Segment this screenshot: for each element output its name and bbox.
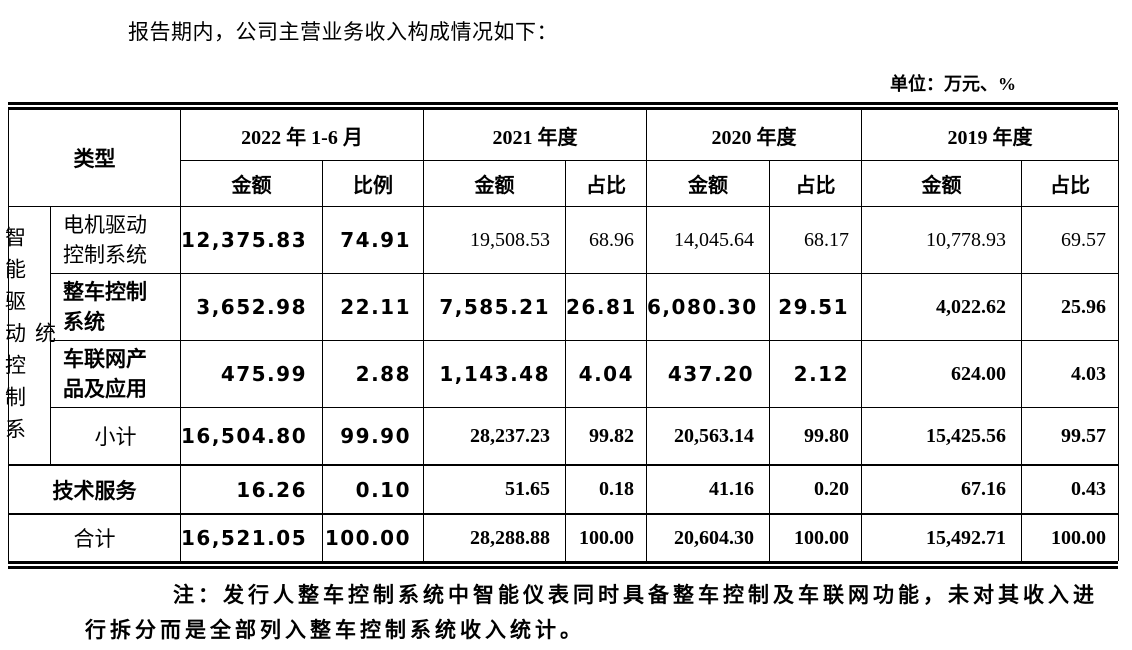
cell-2020-amount: 6,080.30 xyxy=(646,273,771,341)
cell-2020-amount: 20,604.30 xyxy=(646,513,771,561)
header-type: 类型 xyxy=(8,110,181,207)
cell-2020-ratio: 68.17 xyxy=(769,206,863,274)
cell-2019-ratio: 4.03 xyxy=(1021,340,1120,408)
table-row-tech-service: 技术服务 16.26 0.10 51.65 0.18 41.16 0.20 67… xyxy=(8,464,1120,515)
cell-2021-amount: 19,508.53 xyxy=(423,206,567,274)
cell-2021-amount: 7,585.21 xyxy=(423,273,567,341)
header-amount-2021: 金额 xyxy=(423,160,567,207)
cell-2020-ratio: 29.51 xyxy=(769,273,863,341)
cell-2021-ratio: 4.04 xyxy=(565,340,648,408)
row-label-tech-service: 技术服务 xyxy=(8,464,181,515)
table-row-total: 合计 16,521.05 100.00 28,288.88 100.00 20,… xyxy=(8,513,1120,561)
cell-2020-ratio: 2.12 xyxy=(769,340,863,408)
table-row-iov-products: 车联网产品及应用 475.99 2.88 1,143.48 4.04 437.2… xyxy=(9,340,1120,408)
cell-2021-ratio: 99.82 xyxy=(565,407,648,466)
vertical-group-label: 智能驱动控制系统 xyxy=(3,206,57,466)
table-row-subtotal: 小计 16,504.80 99.90 28,237.23 99.82 20,56… xyxy=(9,407,1120,466)
header-period-2019: 2019 年度 xyxy=(861,110,1120,161)
header-ratio-2020: 占比 xyxy=(769,160,863,207)
header-measure-row: 金额 比例 金额 占比 金额 占比 金额 占比 xyxy=(9,160,1120,207)
cell-2022-amount: 12,375.83 xyxy=(180,206,323,274)
revenue-table-container: 类型 2022 年 1-6 月 2021 年度 2020 年度 2019 年度 … xyxy=(3,102,1120,569)
header-amount-2022: 金额 xyxy=(180,160,323,207)
cell-2019-ratio: 25.96 xyxy=(1021,273,1120,341)
cell-2019-amount: 15,425.56 xyxy=(861,407,1023,466)
unit-label: 单位：万元、% xyxy=(890,74,1016,94)
note-paragraph: 注：发行人整车控制系统中智能仪表同时具备整车控制及车联网功能，未对其收入进行拆分… xyxy=(85,583,1098,642)
cell-2020-ratio: 0.20 xyxy=(769,464,863,515)
cell-2022-amount: 475.99 xyxy=(180,340,323,408)
cell-2022-amount: 16,521.05 xyxy=(180,513,323,561)
header-period-row: 类型 2022 年 1-6 月 2021 年度 2020 年度 2019 年度 xyxy=(8,110,1120,207)
cell-2019-ratio: 69.57 xyxy=(1021,206,1120,274)
header-ratio-2021: 占比 xyxy=(565,160,648,207)
cell-2022-ratio: 100.00 xyxy=(321,513,425,561)
cell-2022-ratio: 0.10 xyxy=(321,464,425,515)
header-ratio-2022: 比例 xyxy=(321,160,425,207)
row-label-subtotal: 小计 xyxy=(50,407,181,466)
intro-paragraph: 报告期内，公司主营业务收入构成情况如下： xyxy=(128,20,558,44)
table-row-motor-drive: 智能驱动控制系统 电机驱动控制系统 12,375.83 74.91 19,508… xyxy=(3,206,1120,466)
cell-2021-ratio: 0.18 xyxy=(565,464,648,515)
table-bottom-border xyxy=(8,561,1118,569)
header-period-2020: 2020 年度 xyxy=(646,110,863,161)
cell-2021-ratio: 100.00 xyxy=(565,513,648,561)
cell-2019-ratio: 100.00 xyxy=(1021,513,1120,561)
cell-2022-amount: 16,504.80 xyxy=(180,407,323,466)
cell-2021-ratio: 68.96 xyxy=(565,206,648,274)
row-label-vehicle-control: 整车控制系统 xyxy=(50,273,181,341)
cell-2020-amount: 41.16 xyxy=(646,464,771,515)
revenue-table: 类型 2022 年 1-6 月 2021 年度 2020 年度 2019 年度 … xyxy=(3,110,1120,561)
header-period-2021: 2021 年度 xyxy=(423,110,648,161)
cell-2019-amount: 15,492.71 xyxy=(861,513,1023,561)
cell-2022-ratio: 99.90 xyxy=(321,407,425,466)
cell-2022-ratio: 2.88 xyxy=(321,340,425,408)
cell-2020-ratio: 100.00 xyxy=(769,513,863,561)
cell-2019-amount: 624.00 xyxy=(861,340,1023,408)
cell-2019-ratio: 0.43 xyxy=(1021,464,1120,515)
header-ratio-2019: 占比 xyxy=(1021,160,1120,207)
header-amount-2019: 金额 xyxy=(861,160,1023,207)
cell-2019-ratio: 99.57 xyxy=(1021,407,1120,466)
cell-2021-ratio: 26.81 xyxy=(565,273,648,341)
table-top-border xyxy=(8,102,1118,110)
cell-2022-amount: 16.26 xyxy=(180,464,323,515)
header-amount-2020: 金额 xyxy=(646,160,771,207)
table-row-vehicle-control: 整车控制系统 3,652.98 22.11 7,585.21 26.81 6,0… xyxy=(9,273,1120,341)
cell-2020-ratio: 99.80 xyxy=(769,407,863,466)
cell-2022-ratio: 74.91 xyxy=(321,206,425,274)
cell-2020-amount: 437.20 xyxy=(646,340,771,408)
row-label-iov-products: 车联网产品及应用 xyxy=(50,340,181,408)
cell-2021-amount: 28,288.88 xyxy=(423,513,567,561)
cell-2019-amount: 67.16 xyxy=(861,464,1023,515)
row-label-total: 合计 xyxy=(8,513,181,561)
cell-2021-amount: 51.65 xyxy=(423,464,567,515)
cell-2021-amount: 1,143.48 xyxy=(423,340,567,408)
cell-2022-amount: 3,652.98 xyxy=(180,273,323,341)
cell-2020-amount: 14,045.64 xyxy=(646,206,771,274)
cell-2021-amount: 28,237.23 xyxy=(423,407,567,466)
cell-2019-amount: 10,778.93 xyxy=(861,206,1023,274)
cell-2022-ratio: 22.11 xyxy=(321,273,425,341)
cell-2020-amount: 20,563.14 xyxy=(646,407,771,466)
cell-2019-amount: 4,022.62 xyxy=(861,273,1023,341)
header-period-2022: 2022 年 1-6 月 xyxy=(179,110,425,161)
row-label-motor-drive: 电机驱动控制系统 xyxy=(50,206,181,274)
